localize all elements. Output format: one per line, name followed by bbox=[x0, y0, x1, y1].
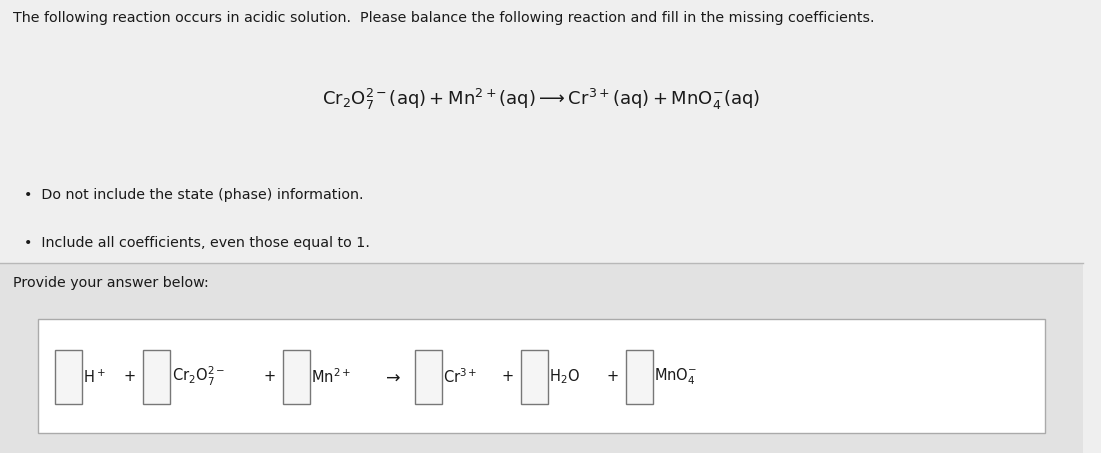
FancyBboxPatch shape bbox=[37, 319, 1045, 433]
Text: +: + bbox=[607, 369, 619, 385]
Text: +: + bbox=[124, 369, 137, 385]
FancyBboxPatch shape bbox=[521, 350, 548, 404]
Text: $\mathrm{Mn^{2+}}$: $\mathrm{Mn^{2+}}$ bbox=[312, 367, 351, 386]
Text: •  Include all coefficients, even those equal to 1.: • Include all coefficients, even those e… bbox=[24, 236, 370, 251]
Text: $\mathrm{MnO_4^{-}}$: $\mathrm{MnO_4^{-}}$ bbox=[654, 366, 697, 387]
FancyBboxPatch shape bbox=[626, 350, 653, 404]
Text: +: + bbox=[263, 369, 275, 385]
Text: $\mathrm{H_2O}$: $\mathrm{H_2O}$ bbox=[549, 367, 580, 386]
FancyBboxPatch shape bbox=[415, 350, 443, 404]
Text: •  Do not include the state (phase) information.: • Do not include the state (phase) infor… bbox=[24, 188, 363, 202]
Text: $\rightarrow$: $\rightarrow$ bbox=[382, 368, 401, 386]
Text: $\mathrm{Cr_2O_7^{2-}}$: $\mathrm{Cr_2O_7^{2-}}$ bbox=[172, 365, 225, 389]
FancyBboxPatch shape bbox=[55, 350, 81, 404]
FancyBboxPatch shape bbox=[283, 350, 310, 404]
Text: $\mathrm{Cr_2O_7^{2-}(aq) + Mn^{2+}(aq) \longrightarrow Cr^{3+}(aq) + MnO_4^{-}(: $\mathrm{Cr_2O_7^{2-}(aq) + Mn^{2+}(aq) … bbox=[323, 87, 761, 112]
Text: The following reaction occurs in acidic solution.  Please balance the following : The following reaction occurs in acidic … bbox=[13, 11, 874, 25]
Text: $\mathrm{Cr^{3+}}$: $\mathrm{Cr^{3+}}$ bbox=[444, 367, 478, 386]
FancyBboxPatch shape bbox=[0, 263, 1082, 453]
Text: Provide your answer below:: Provide your answer below: bbox=[13, 276, 209, 290]
Text: $\mathrm{H^+}$: $\mathrm{H^+}$ bbox=[83, 368, 106, 386]
FancyBboxPatch shape bbox=[143, 350, 171, 404]
Text: +: + bbox=[502, 369, 514, 385]
